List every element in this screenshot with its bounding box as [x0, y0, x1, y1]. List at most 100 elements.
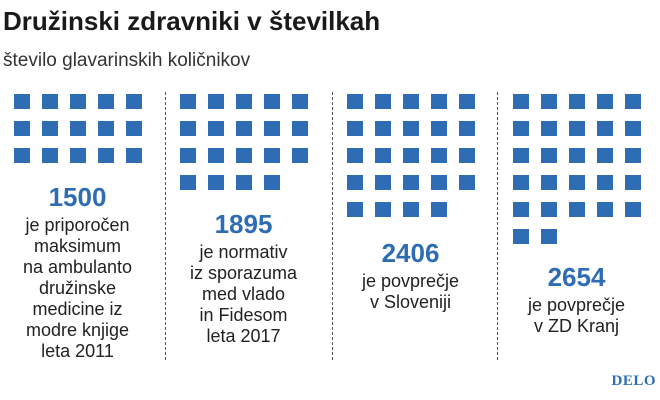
icon-square: [625, 202, 641, 217]
icon-square: [375, 121, 391, 136]
description: je povprečje v Sloveniji: [333, 271, 488, 313]
icon-square: [625, 121, 641, 136]
icon-square: [513, 148, 529, 163]
icon-square: [180, 121, 196, 136]
icon-square: [236, 175, 252, 190]
icon-square: [541, 202, 557, 217]
icon-square: [459, 148, 475, 163]
chart-title: Družinski zdravniki v številkah: [3, 6, 381, 36]
pictogram-column: 2406 je povprečje v Sloveniji: [333, 94, 488, 380]
description-line: leta 2017: [206, 326, 281, 346]
icon-square: [597, 121, 613, 136]
icon-square: [513, 121, 529, 136]
description-line: iz sporazuma: [189, 263, 298, 283]
icon-square: [180, 175, 196, 190]
icon-square: [347, 94, 363, 109]
icon-square: [541, 175, 557, 190]
icon-square: [42, 121, 58, 136]
description-line: modre knjige: [25, 320, 130, 340]
icon-square: [208, 148, 224, 163]
icon-square: [180, 94, 196, 109]
description-line: v ZD Kranj: [533, 316, 620, 336]
icon-square: [459, 175, 475, 190]
description-line: in Fidesom: [199, 305, 288, 325]
description: je normativ iz sporazuma med vlado in Fi…: [166, 242, 321, 347]
icon-square: [375, 148, 391, 163]
icon-square: [459, 121, 475, 136]
icon-square: [236, 148, 252, 163]
icon-square: [569, 148, 585, 163]
icon-square: [42, 148, 58, 163]
chart-subtitle: število glavarinskih količnikov: [3, 50, 251, 71]
icon-square: [375, 175, 391, 190]
icon-square: [403, 202, 419, 217]
icon-square: [569, 121, 585, 136]
icon-square: [513, 229, 529, 244]
icon-square: [403, 121, 419, 136]
icon-square: [42, 94, 58, 109]
icon-square: [126, 94, 142, 109]
icon-square: [126, 148, 142, 163]
icon-square: [264, 94, 280, 109]
icon-square: [208, 175, 224, 190]
value-label: 2654: [547, 262, 606, 292]
icon-square: [513, 202, 529, 217]
icon-square: [347, 175, 363, 190]
description-line: družinske: [38, 278, 117, 298]
icon-square: [292, 148, 308, 163]
icon-square: [208, 94, 224, 109]
icon-square: [569, 175, 585, 190]
column-divider: [165, 92, 166, 360]
icon-square: [375, 94, 391, 109]
description-line: je normativ: [199, 242, 288, 262]
description-line: maksimum: [33, 236, 121, 256]
icon-square: [347, 202, 363, 217]
icon-square: [236, 94, 252, 109]
icon-square: [347, 121, 363, 136]
icon-square: [126, 121, 142, 136]
icon-square: [597, 148, 613, 163]
icon-square: [14, 94, 30, 109]
icon-square: [292, 94, 308, 109]
icon-square: [431, 202, 447, 217]
column-divider: [332, 92, 333, 360]
value-label: 1500: [48, 182, 107, 212]
icon-square: [431, 175, 447, 190]
icon-square: [403, 94, 419, 109]
icon-square: [375, 202, 391, 217]
icon-square: [403, 175, 419, 190]
icon-square: [98, 148, 114, 163]
icon-square: [459, 94, 475, 109]
icon-square: [569, 202, 585, 217]
icon-square: [208, 121, 224, 136]
description-line: med vlado: [201, 284, 286, 304]
icon-square: [625, 148, 641, 163]
icon-square: [431, 148, 447, 163]
description-line: leta 2011: [41, 341, 114, 361]
icon-square: [264, 148, 280, 163]
description-line: medicine iz: [32, 299, 123, 319]
icon-square: [597, 202, 613, 217]
icon-square: [431, 121, 447, 136]
description: je priporočen maksimum na ambulanto druž…: [0, 215, 155, 362]
description-line: v Sloveniji: [369, 292, 452, 312]
column-divider: [497, 92, 498, 360]
icon-square: [180, 148, 196, 163]
icon-square: [264, 175, 280, 190]
icon-square: [70, 94, 86, 109]
value-label: 1895: [214, 209, 273, 239]
icon-square: [70, 148, 86, 163]
icon-square: [403, 148, 419, 163]
description: je povprečje v ZD Kranj: [499, 295, 654, 337]
icon-square: [569, 94, 585, 109]
icon-square: [292, 121, 308, 136]
icon-square: [70, 121, 86, 136]
icon-square: [513, 94, 529, 109]
description-line: je povprečje: [361, 271, 460, 291]
icon-square: [98, 121, 114, 136]
icon-square: [541, 94, 557, 109]
icon-square: [541, 121, 557, 136]
description-line: je povprečje: [527, 295, 626, 315]
icon-square: [14, 148, 30, 163]
description-line: na ambulanto: [22, 257, 133, 277]
